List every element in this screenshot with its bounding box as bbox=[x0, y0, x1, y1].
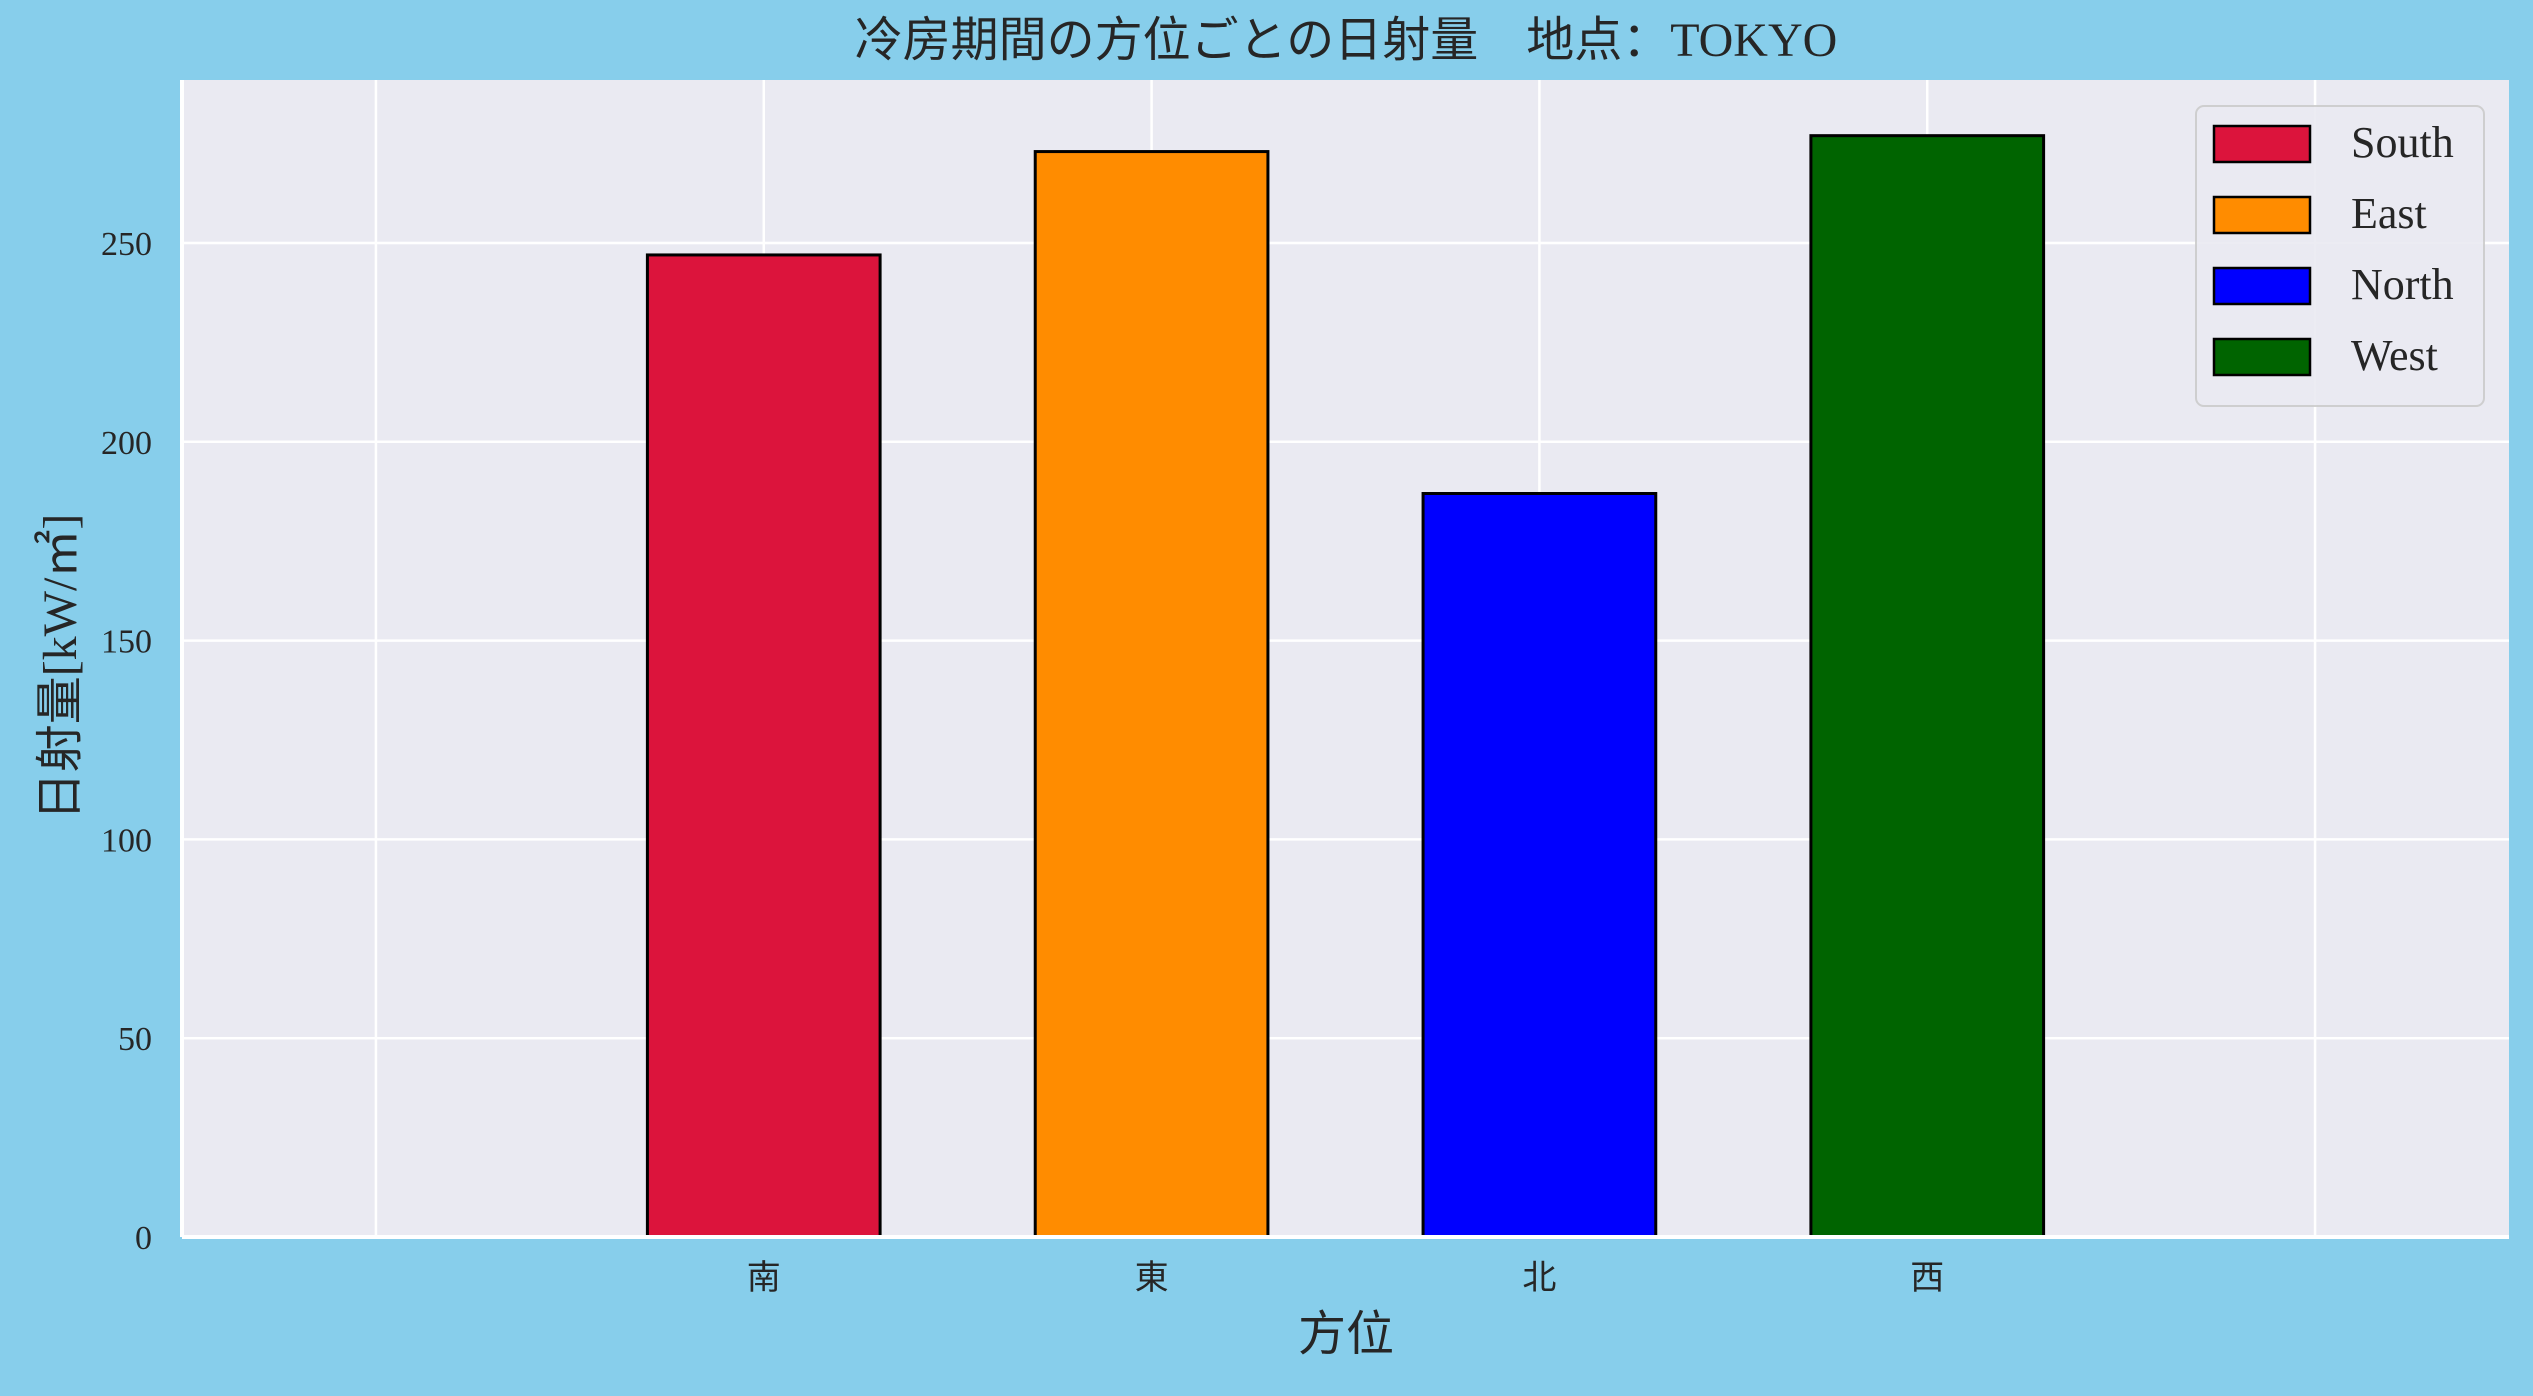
bar-south bbox=[645, 253, 882, 1239]
legend: South East North West bbox=[2195, 105, 2485, 407]
legend-swatch-west bbox=[2212, 337, 2312, 377]
bar-layer bbox=[180, 80, 2509, 1239]
y-axis-ticks: 0 50 100 150 200 250 bbox=[101, 226, 152, 1257]
bar-north bbox=[1421, 491, 1658, 1239]
y-tick-label: 50 bbox=[118, 1021, 152, 1058]
x-tick-label: 西 bbox=[1910, 1260, 1944, 1297]
y-tick-label: 100 bbox=[101, 822, 152, 859]
x-axis-ticks: 南東北西 bbox=[747, 1259, 1945, 1297]
legend-label-east: East bbox=[2351, 189, 2427, 238]
bar-west bbox=[1809, 134, 2046, 1239]
x-tick-label: 北 bbox=[1522, 1260, 1556, 1297]
legend-swatch-east bbox=[2212, 195, 2312, 235]
legend-label-west: West bbox=[2351, 331, 2438, 380]
x-tick-label: 東 bbox=[1135, 1259, 1169, 1297]
chart-title: 冷房期間の方位ごとの日射量 地点：TOKYO bbox=[855, 14, 1838, 67]
legend-label-north: North bbox=[2351, 260, 2454, 309]
plot-area bbox=[182, 80, 2509, 1237]
y-tick-label: 150 bbox=[101, 624, 152, 661]
y-tick-label: 0 bbox=[135, 1220, 152, 1257]
legend-label-south: South bbox=[2351, 118, 2454, 167]
bar-east bbox=[1033, 150, 1270, 1239]
legend-swatch-north bbox=[2212, 266, 2312, 306]
legend-swatch-south bbox=[2212, 124, 2312, 164]
x-tick-label: 南 bbox=[747, 1259, 781, 1297]
legend-frame bbox=[2195, 105, 2485, 407]
y-tick-label: 250 bbox=[101, 226, 152, 263]
y-axis-label: 日射量[kW/㎡] bbox=[34, 514, 87, 821]
x-axis-label: 方位 bbox=[1298, 1308, 1394, 1361]
y-tick-label: 200 bbox=[101, 425, 152, 462]
